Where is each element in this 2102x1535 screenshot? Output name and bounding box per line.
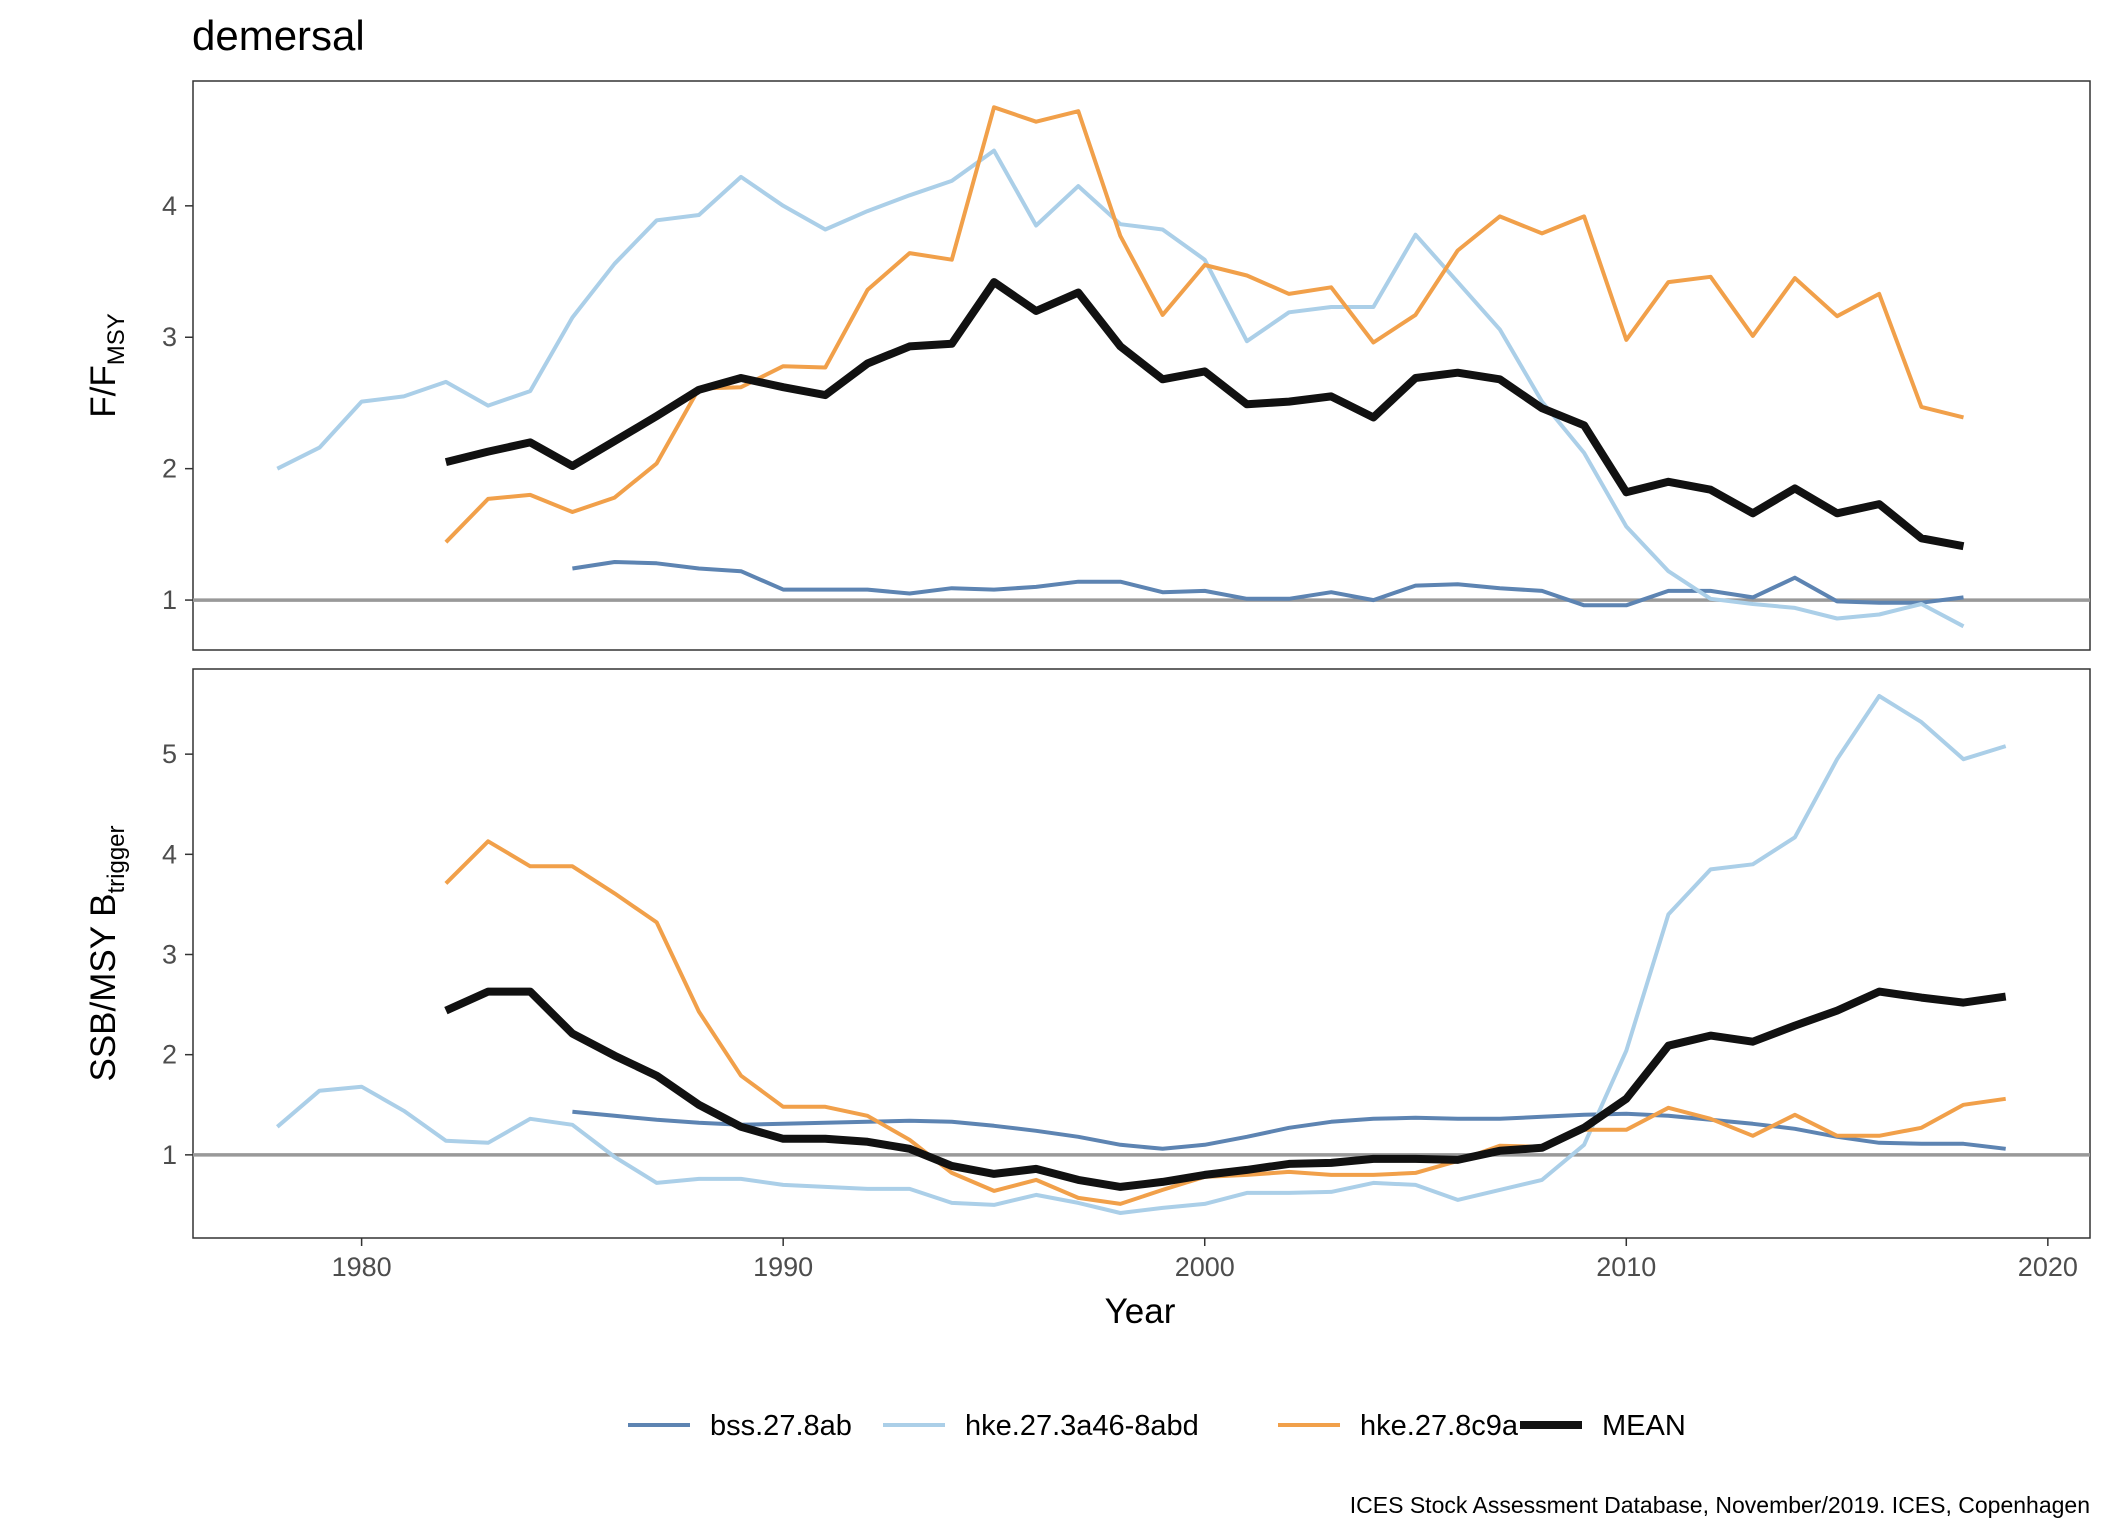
- series-group: [275, 694, 2007, 1215]
- y-tick-label: 5: [162, 739, 177, 769]
- y-axis-title: SSB/MSY Btrigger: [84, 825, 130, 1081]
- y-axis-title-main: F/F: [84, 365, 123, 417]
- x-tick-label: 2020: [2018, 1252, 2078, 1282]
- legend-item-bss-27-8ab: bss.27.8ab: [628, 1410, 852, 1442]
- series-line-bss-27-8ab: [572, 1109, 2006, 1151]
- y-tick-label: 4: [162, 191, 177, 221]
- source-caption: ICES Stock Assessment Database, November…: [1350, 1492, 2090, 1518]
- x-axis: 1980 1990 2000 2010 2020: [332, 1238, 2078, 1282]
- x-tick-label: 2000: [1175, 1252, 1235, 1282]
- series-group: [276, 105, 1965, 629]
- y-tick-label: 3: [162, 322, 177, 352]
- legend-label: MEAN: [1602, 1410, 1686, 1442]
- x-tick-label: 2010: [1596, 1252, 1656, 1282]
- legend-label: hke.27.3a46-8abd: [965, 1410, 1199, 1442]
- legend-item-hke-27-8c9a: hke.27.8c9a: [1278, 1410, 1519, 1442]
- y-axis-title-subscript: MSY: [103, 313, 130, 365]
- y-tick-label: 3: [162, 940, 177, 970]
- panel-border: [192, 668, 2091, 1239]
- legend-item-hke-27-3a46-8abd: hke.27.3a46-8abd: [883, 1410, 1199, 1442]
- series-line-mean: [444, 987, 2007, 1191]
- y-axis-title-subscript: trigger: [103, 825, 130, 893]
- y-tick-label: 1: [162, 585, 177, 615]
- y-tick-label: 2: [162, 454, 177, 484]
- panel-f-fmsy: 1 2 3 4 F/FMSY: [84, 80, 2091, 651]
- y-tick-label: 4: [162, 839, 177, 869]
- legend: bss.27.8ab hke.27.3a46-8abd hke.27.8c9a MEA…: [628, 1410, 1686, 1442]
- y-axis-title-main: SSB/MSY B: [84, 893, 123, 1081]
- y-tick-label: 1: [162, 1140, 177, 1170]
- series-line-mean: [444, 278, 1965, 551]
- chart-title: demersal: [192, 12, 365, 59]
- legend-label: hke.27.8c9a: [1360, 1410, 1519, 1442]
- series-line-bss-27-8ab: [572, 560, 1964, 608]
- y-tick-label: 2: [162, 1040, 177, 1070]
- x-axis-title: Year: [1105, 1292, 1176, 1331]
- series-line-hke-27-3a46-8abd: [276, 148, 1965, 629]
- series-line-hke-27-3a46-8abd: [275, 694, 2007, 1215]
- panel-ssb-msybtrigger: 1 2 3 4 5 SSB/MSY Btrigger: [84, 668, 2091, 1239]
- legend-item-mean: MEAN: [1520, 1410, 1686, 1442]
- legend-label: bss.27.8ab: [710, 1410, 852, 1442]
- y-axis-title: F/FMSY: [84, 313, 130, 418]
- x-tick-label: 1990: [753, 1252, 813, 1282]
- x-tick-label: 1980: [332, 1252, 392, 1282]
